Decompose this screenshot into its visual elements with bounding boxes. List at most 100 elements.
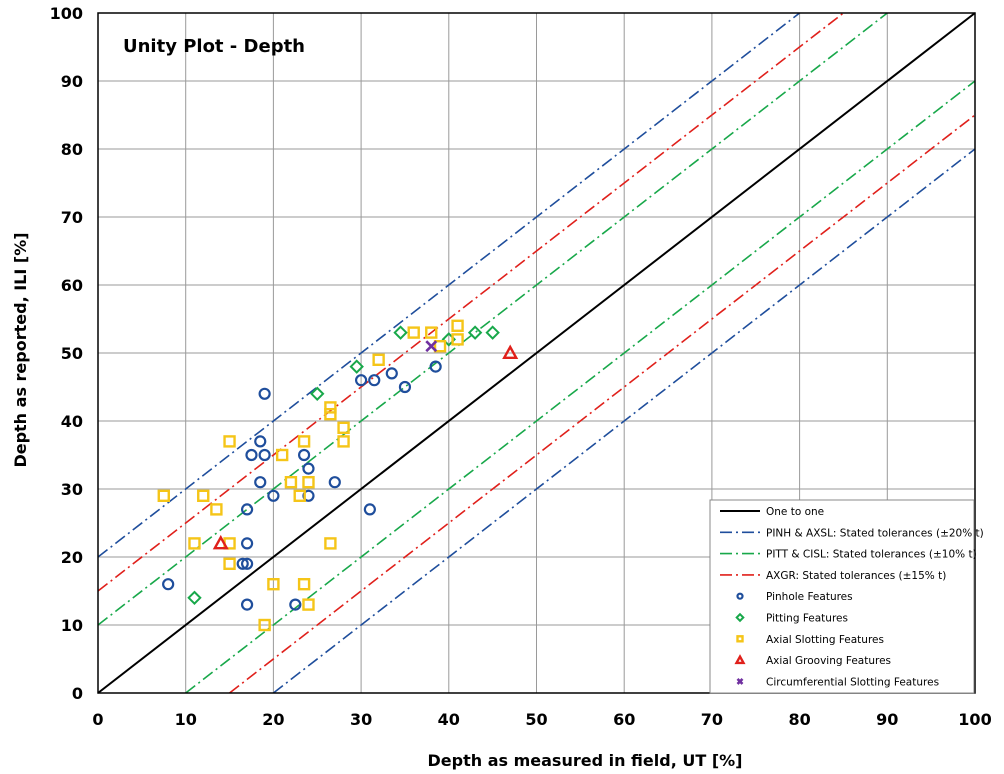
axial-slotting-features-point [324, 401, 337, 414]
axial-slotting-features-point [302, 476, 315, 489]
pinhole-features-point [254, 476, 267, 489]
y-tick-label: 50 [61, 344, 83, 363]
tolerance-lines [97, 12, 976, 694]
x-tick-label: 70 [701, 710, 723, 729]
legend-label: One to one [766, 506, 824, 518]
axial-slotting-features-point [188, 537, 201, 550]
axial-slotting-features-point [425, 326, 438, 339]
tolerance-line [229, 114, 976, 694]
pinhole-features-point [240, 503, 254, 516]
y-tick-label: 20 [61, 548, 83, 567]
axial-slotting-features-point [451, 319, 464, 332]
axial-slotting-features-point [267, 578, 280, 591]
pinhole-features-point [302, 462, 315, 475]
axial-grooving-features-point [502, 344, 519, 359]
pitting-features-point [393, 325, 408, 340]
pinhole-features-point [398, 380, 412, 394]
pinhole-features-point [368, 374, 381, 387]
axial-slotting-features-point [324, 537, 337, 550]
legend-label: Axial Slotting Features [766, 634, 884, 646]
legend-marker-swatch [736, 635, 744, 643]
y-tick-label: 100 [50, 4, 83, 23]
pinhole-features-point [429, 360, 442, 373]
y-tick-label: 0 [72, 684, 83, 703]
pinhole-features-point [267, 489, 280, 502]
one-to-one-line [97, 12, 976, 694]
pitting-features-point [187, 590, 202, 606]
x-tick-label: 30 [350, 710, 372, 729]
axial-slotting-features-point [157, 489, 170, 502]
pinhole-features-point [363, 503, 376, 516]
legend-label: PITT & CISL: Stated tolerances (±10% t) [766, 549, 977, 561]
axial-slotting-features-point [337, 421, 350, 434]
axial-slotting-features-point [223, 435, 236, 448]
data-points [157, 319, 519, 632]
pinhole-features-point [258, 448, 271, 462]
cross-stroke [425, 340, 438, 353]
tolerance-line [97, 12, 844, 592]
cross-stroke [736, 677, 744, 685]
pinhole-features-point [240, 537, 254, 550]
legend-marker-swatch [734, 654, 746, 665]
axial-slotting-features-point [433, 340, 447, 353]
pinhole-features-point [254, 435, 267, 448]
axial-slotting-features-point [407, 326, 420, 339]
y-tick-label: 30 [61, 480, 83, 499]
tolerance-line [97, 12, 801, 558]
axial-slotting-features-point [297, 435, 311, 448]
legend-marker-swatch [736, 592, 744, 600]
pitting-features-point [485, 325, 500, 340]
x-tick-label: 100 [958, 710, 991, 729]
axial-slotting-features-point [337, 435, 350, 448]
legend-marker-swatch [736, 677, 744, 685]
pinhole-features-point [355, 374, 368, 387]
pinhole-features-point [240, 557, 254, 570]
y-tick-label: 40 [61, 412, 83, 431]
x-tick-label: 10 [175, 710, 197, 729]
x-axis-title: Depth as measured in field, UT [%] [428, 751, 743, 770]
pinhole-features-point [240, 598, 254, 611]
pinhole-features-point [162, 578, 175, 591]
y-tick-label: 80 [61, 140, 83, 159]
axial-slotting-features-point [210, 503, 223, 516]
x-tick-label: 0 [92, 710, 103, 729]
y-tick-label: 10 [61, 616, 83, 635]
pitting-features-point [467, 325, 483, 340]
pitting-features-point [349, 359, 364, 374]
axial-slotting-features-point [197, 489, 210, 502]
circumferential-slotting-features-point [425, 340, 438, 353]
pinhole-features-point [328, 476, 341, 489]
y-tick-label: 90 [61, 72, 83, 91]
axis-ticks: 0 10 20 30 40 50 60 70 80 90 100 0 10 20 30 40 50 60 70 80 9… [50, 4, 992, 729]
axial-slotting-features-point [297, 578, 311, 591]
tolerance-line [272, 148, 976, 694]
chart-title: Unity Plot - Depth [123, 36, 305, 57]
axial-slotting-features-point [275, 448, 289, 462]
legend-label: AXGR: Stated tolerances (±15% t) [766, 570, 946, 582]
axial-slotting-features-point [451, 333, 464, 346]
axial-slotting-features-point [302, 598, 315, 611]
axial-slotting-features-point [372, 353, 385, 366]
legend-label: Circumferential Slotting Features [766, 676, 939, 688]
axial-slotting-features-point [324, 408, 337, 421]
plot-area-frame [97, 12, 976, 694]
pinhole-features-point [297, 448, 311, 462]
x-tick-label: 80 [788, 710, 810, 729]
pinhole-features-point [245, 448, 258, 462]
axial-slotting-features-point [293, 489, 306, 502]
pinhole-features-point [236, 557, 249, 570]
x-tick-label: 40 [438, 710, 460, 729]
pinhole-features-point [302, 489, 315, 502]
x-tick-label: 60 [613, 710, 635, 729]
x-tick-label: 20 [262, 710, 284, 729]
x-tick-label: 50 [525, 710, 547, 729]
axial-grooving-features-point [212, 534, 229, 550]
axial-slotting-features-point [258, 618, 271, 632]
x-tick-label: 90 [876, 710, 898, 729]
y-axis-title: Depth as reported, ILI [%] [11, 232, 30, 467]
y-tick-label: 70 [61, 208, 83, 227]
pinhole-features-point [385, 367, 398, 380]
pinhole-features-point [258, 387, 271, 400]
legend-label: Pitting Features [766, 613, 848, 625]
